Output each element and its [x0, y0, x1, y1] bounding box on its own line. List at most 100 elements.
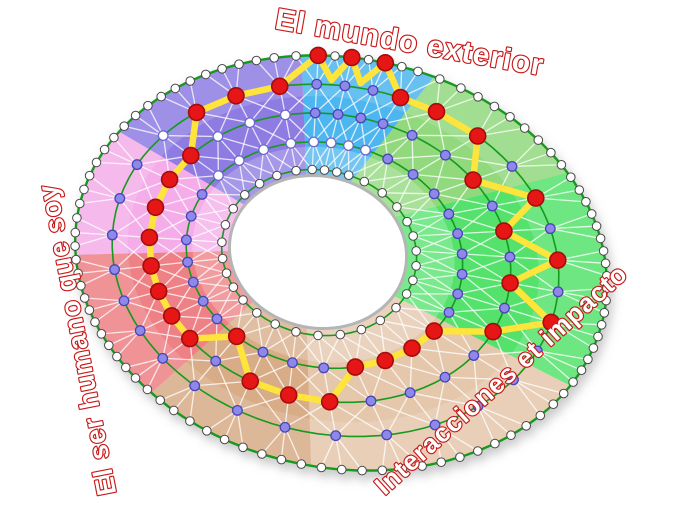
outer-node [581, 197, 591, 207]
score-node-purple[interactable] [187, 103, 206, 122]
outer-node [257, 449, 267, 459]
score-node-pink[interactable] [146, 198, 165, 217]
inner-node [359, 176, 370, 187]
score-node-blue[interactable] [376, 53, 395, 72]
score-node-red[interactable] [181, 329, 199, 348]
level-node [452, 228, 464, 240]
score-node-blue[interactable] [342, 48, 361, 67]
score-node-pink[interactable] [140, 228, 159, 247]
score-node-purple[interactable] [270, 77, 289, 96]
outer-node [99, 144, 110, 155]
score-node-tan-dark[interactable] [241, 372, 259, 391]
score-node-purple[interactable] [182, 146, 200, 165]
nodes-layer [70, 46, 612, 476]
score-node-tan-dark[interactable] [279, 386, 298, 404]
outer-node [533, 135, 544, 145]
outer-node [79, 293, 90, 303]
score-node-red[interactable] [142, 257, 160, 275]
level-node [325, 137, 337, 149]
outer-node [75, 198, 85, 209]
score-node-tan-light[interactable] [403, 339, 421, 358]
level-node [365, 395, 377, 407]
level-node [182, 256, 194, 268]
level-node [196, 188, 208, 200]
outer-node [556, 160, 567, 170]
score-node-green-bright[interactable] [542, 313, 561, 332]
inner-node [401, 289, 412, 299]
score-node-tan-light[interactable] [320, 392, 339, 411]
outer-node [169, 405, 179, 416]
level-node [404, 387, 416, 399]
level-node [355, 112, 367, 124]
outer-node [170, 83, 181, 94]
score-node-green-bright[interactable] [526, 189, 545, 207]
score-node-tan-dark[interactable] [227, 327, 246, 346]
outer-node [276, 454, 287, 465]
inner-node [220, 220, 231, 230]
level-node [343, 140, 354, 152]
outer-node [72, 213, 82, 223]
level-node [114, 192, 126, 204]
outer-node [336, 464, 347, 475]
level-node [531, 345, 543, 357]
level-node [407, 168, 419, 180]
score-node-red[interactable] [149, 282, 168, 301]
score-node-green-light[interactable] [468, 127, 487, 145]
outer-node [417, 461, 427, 471]
inner-node [307, 164, 318, 175]
level-node [439, 371, 451, 383]
score-node-blue[interactable] [391, 88, 410, 107]
score-node-tan-light[interactable] [376, 351, 395, 370]
score-node-purple[interactable] [227, 87, 245, 105]
level-node [109, 264, 121, 276]
inner-node [270, 319, 281, 329]
inner-node [411, 261, 421, 271]
outer-node [489, 101, 500, 112]
inner-node [313, 330, 323, 341]
outer-node [143, 100, 153, 111]
outer-node [600, 258, 611, 269]
outer-node [583, 354, 593, 365]
score-node-green-bright[interactable] [548, 251, 567, 270]
level-node [279, 109, 291, 121]
level-node [318, 362, 330, 374]
level-node [257, 346, 269, 358]
score-node-green-bright[interactable] [501, 274, 519, 292]
outer-node [593, 331, 603, 342]
inner-node [408, 275, 418, 286]
score-node-pink[interactable] [160, 170, 179, 189]
outer-node [397, 464, 408, 474]
outer-node [456, 83, 466, 93]
outer-node [91, 157, 102, 168]
level-node [360, 144, 371, 156]
center-hole [227, 173, 409, 331]
inner-node [332, 167, 342, 177]
outer-node [596, 320, 607, 330]
level-node [367, 84, 379, 96]
level-node [382, 153, 394, 165]
level-node [339, 80, 351, 92]
score-node-green-light[interactable] [427, 102, 446, 121]
level-node [504, 251, 516, 263]
inner-node [408, 231, 419, 241]
outer-node [357, 465, 367, 476]
level-node [332, 108, 344, 120]
level-node [308, 136, 320, 148]
level-node [187, 276, 199, 288]
inner-node [240, 190, 250, 200]
score-node-tan-light[interactable] [346, 358, 365, 376]
score-node-tan-light[interactable] [425, 322, 443, 340]
level-node [506, 160, 518, 172]
wheel-body [70, 46, 612, 476]
score-node-green-bright[interactable] [484, 322, 502, 341]
inner-node [356, 324, 367, 335]
level-node [211, 313, 223, 325]
score-node-blue[interactable] [309, 46, 328, 65]
score-node-green-bright[interactable] [495, 222, 513, 240]
score-node-green-light[interactable] [464, 171, 482, 189]
inner-node [375, 315, 386, 326]
score-node-red[interactable] [162, 307, 181, 325]
level-node [286, 357, 298, 369]
outer-node [535, 410, 546, 421]
